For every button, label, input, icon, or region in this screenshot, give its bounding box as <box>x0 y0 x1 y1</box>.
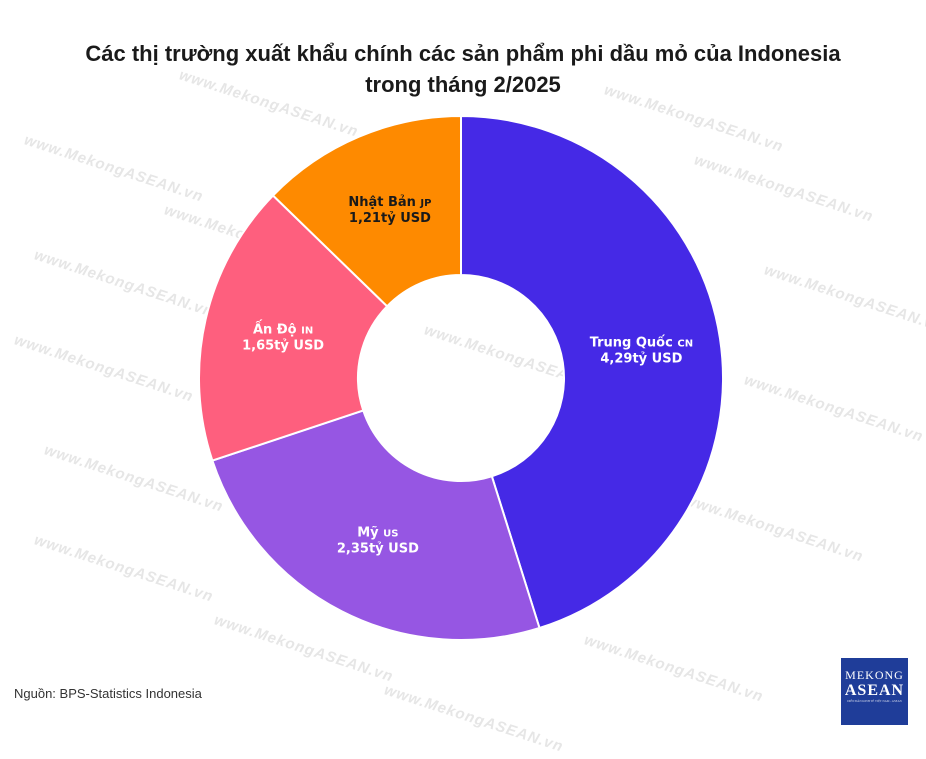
logo-line1: MEKONG <box>845 668 904 682</box>
slice-us <box>211 409 541 641</box>
chart-title-line1: Các thị trường xuất khẩu chính các sản p… <box>85 41 841 66</box>
slice-code: IN <box>301 325 313 336</box>
logo-line2: ASEAN <box>844 682 905 699</box>
chart-title: Các thị trường xuất khẩu chính các sản p… <box>0 38 926 100</box>
slice-name: Mỹ <box>357 525 383 540</box>
slice-label-cn: Trung Quốc CN <box>590 335 693 350</box>
slice-cn <box>460 114 725 630</box>
slice-value-us: 2,35tỷ USD <box>337 541 419 556</box>
slice-name: Nhật Bản <box>348 195 420 210</box>
chart-title-line2: trong tháng 2/2025 <box>365 72 561 97</box>
slice-jp <box>271 114 462 308</box>
mekong-asean-logo: MEKONG ASEAN DIỄN ĐÀN KINH TẾ VIỆT NAM -… <box>841 658 908 725</box>
slice-name: Ấn Độ <box>253 319 301 337</box>
slice-value-cn: 4,29tỷ USD <box>600 351 682 366</box>
slice-value-in: 1,65tỷ USD <box>242 338 324 353</box>
slice-label-us: Mỹ US <box>357 525 398 540</box>
source-note: Nguồn: BPS-Statistics Indonesia <box>14 686 202 701</box>
slice-label-jp: Nhật Bản JP <box>348 195 431 210</box>
slice-label-in: Ấn Độ IN <box>253 319 313 337</box>
slice-code: CN <box>677 338 693 349</box>
logo-line3: DIỄN ĐÀN KINH TẾ VIỆT NAM - ASEAN <box>847 699 902 703</box>
donut-slices <box>198 114 725 641</box>
slice-code: JP <box>419 198 431 209</box>
slice-name: Trung Quốc <box>590 335 678 350</box>
slice-value-jp: 1,21tỷ USD <box>349 211 431 226</box>
slice-code: US <box>383 528 398 539</box>
